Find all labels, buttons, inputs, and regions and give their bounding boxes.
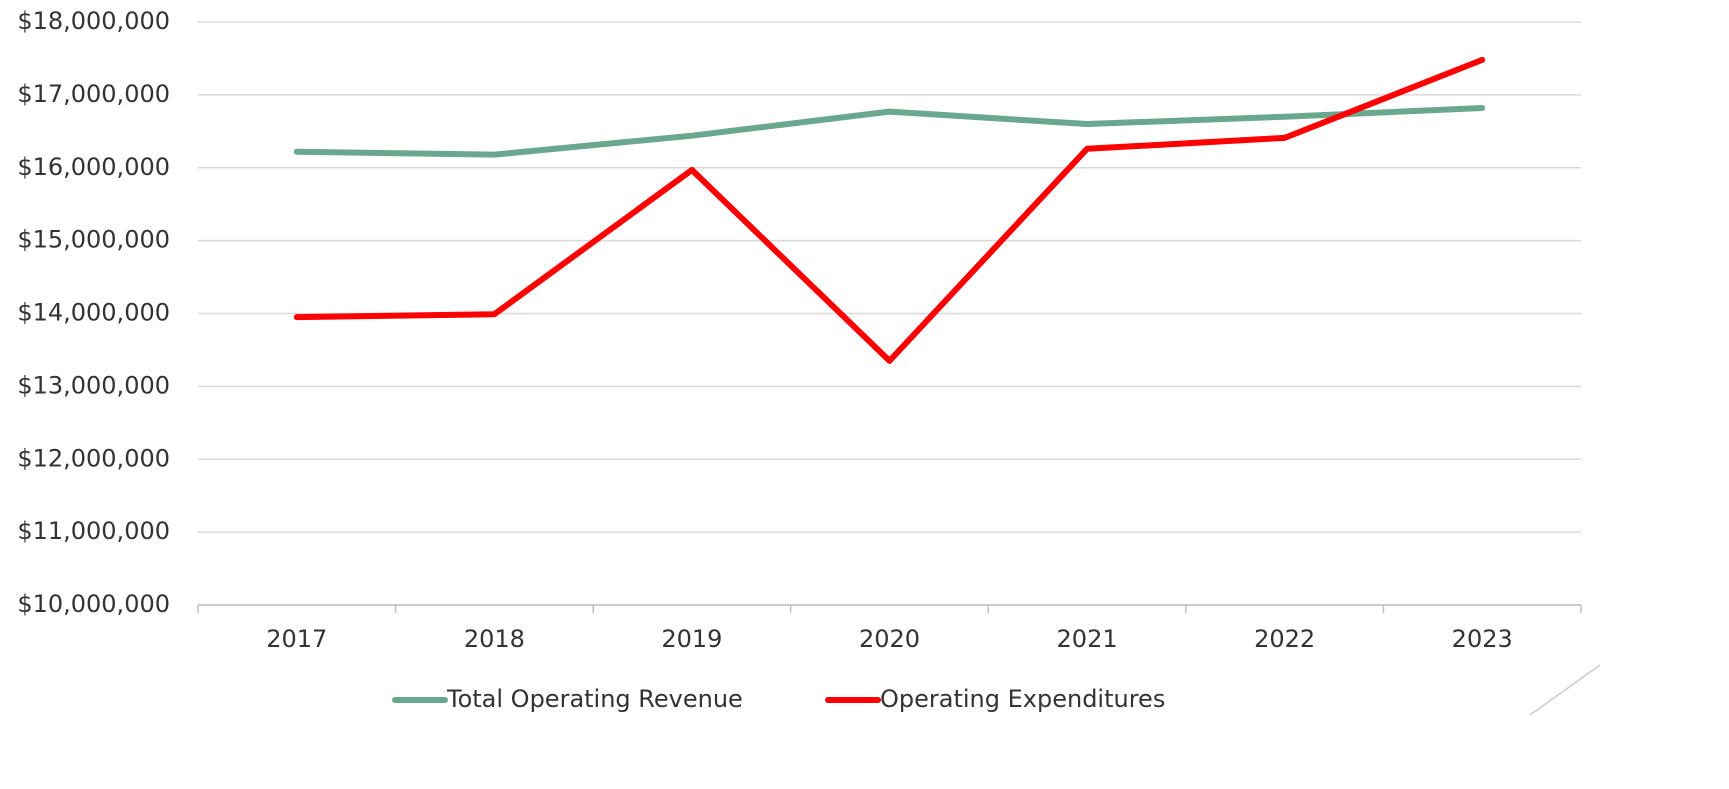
- decoration: [1529, 664, 1601, 716]
- legend-label: Total Operating Revenue: [446, 685, 743, 713]
- x-tick-label: 2018: [464, 625, 525, 653]
- x-tick-label: 2019: [661, 625, 722, 653]
- y-tick-label: $17,000,000: [17, 80, 170, 108]
- y-tick-label: $10,000,000: [17, 590, 170, 618]
- y-tick-label: $13,000,000: [17, 371, 170, 399]
- y-tick-label: $16,000,000: [17, 153, 170, 181]
- y-tick-label: $15,000,000: [17, 226, 170, 254]
- y-tick-label: $18,000,000: [17, 7, 170, 35]
- y-tick-label: $11,000,000: [17, 517, 170, 545]
- line-series: [293, 104, 1486, 158]
- y-tick-label: $14,000,000: [17, 299, 170, 327]
- x-tick-label: 2017: [266, 625, 327, 653]
- legend-label: Operating Expenditures: [880, 685, 1165, 713]
- y-tick-label: $12,000,000: [17, 444, 170, 472]
- x-tick-label: 2020: [859, 625, 920, 653]
- x-tick-label: 2023: [1452, 625, 1513, 653]
- line-series: [293, 56, 1486, 364]
- x-tick-label: 2021: [1057, 625, 1118, 653]
- x-tick-label: 2022: [1254, 625, 1315, 653]
